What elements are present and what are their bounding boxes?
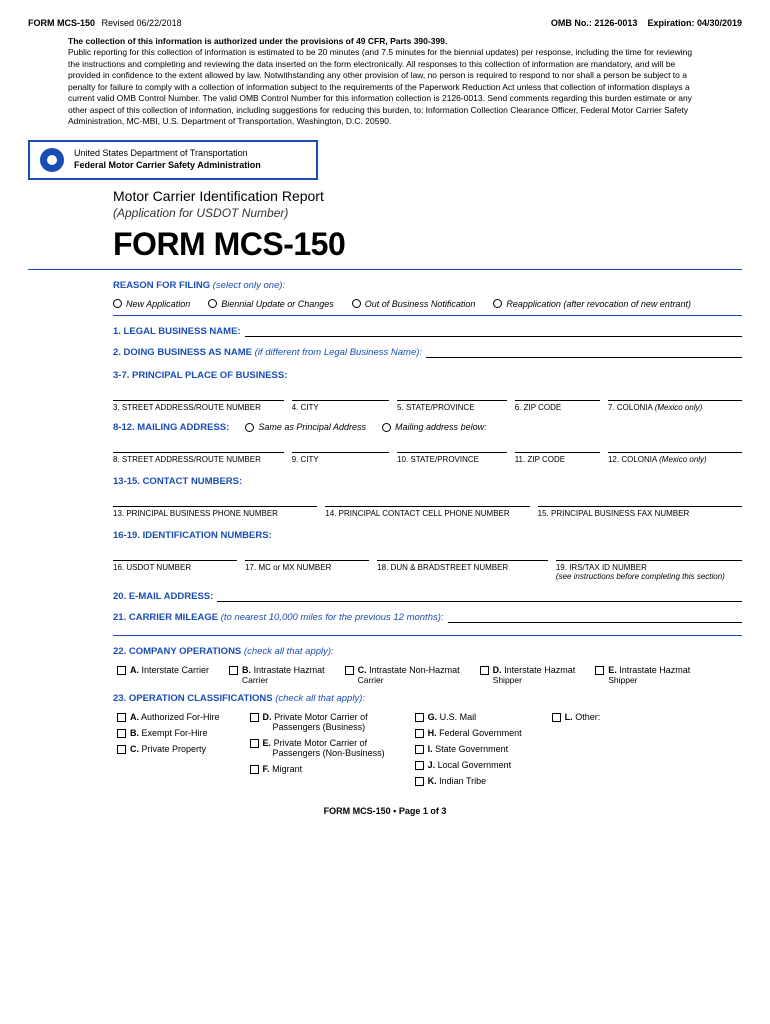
check-us-mail[interactable]: G. U.S. Mail (415, 712, 522, 722)
header-bar: FORM MCS-150 Revised 06/22/2018 OMB No.:… (28, 18, 742, 28)
divider (113, 315, 742, 316)
page-footer: FORM MCS-150 • Page 1 of 3 (28, 806, 742, 824)
state-input[interactable] (397, 387, 507, 401)
header-left: FORM MCS-150 Revised 06/22/2018 (28, 18, 182, 28)
mail-street-input[interactable] (113, 439, 284, 453)
mail-colonia-input[interactable] (608, 439, 742, 453)
title-subtitle: (Application for USDOT Number) (113, 206, 742, 220)
department-box: United States Department of Transportati… (28, 140, 318, 180)
check-exempt-forhire[interactable]: B. Exempt For-Hire (117, 728, 220, 738)
dba-input[interactable] (426, 348, 742, 358)
check-interstate-hazmat-shipper[interactable]: D. Interstate HazmatShipper (480, 665, 576, 685)
dba-label: 2. DOING BUSINESS AS NAME (if different … (113, 347, 422, 358)
check-intrastate-nonhazmat-carrier[interactable]: C. Intrastate Non-HazmatCarrier (345, 665, 460, 685)
reason-section: REASON FOR FILING (select only one): New… (113, 280, 742, 309)
radio-out-of-business[interactable]: Out of Business Notification (352, 299, 476, 309)
divider (113, 635, 742, 636)
principal-place-label: 3-7. PRINCIPAL PLACE OF BUSINESS: (113, 370, 287, 381)
email-input[interactable] (217, 592, 742, 602)
phone-input[interactable] (113, 493, 317, 507)
form-content: REASON FOR FILING (select only one): New… (113, 280, 742, 786)
check-private-passengers-nonbusiness[interactable]: E. Private Motor Carrier of Passengers (… (250, 738, 385, 758)
op-class-grid: A. Authorized For-Hire B. Exempt For-Hir… (117, 712, 742, 786)
company-ops-label: 22. COMPANY OPERATIONS (check all that a… (113, 646, 334, 657)
check-authorized-forhire[interactable]: A. Authorized For-Hire (117, 712, 220, 722)
form-id: FORM MCS-150 (28, 18, 95, 28)
principal-place-section: 3-7. PRINCIPAL PLACE OF BUSINESS: 3. STR… (113, 370, 742, 412)
op-class-label: 23. OPERATION CLASSIFICATIONS (check all… (113, 693, 365, 704)
check-local-gov[interactable]: J. Local Government (415, 760, 522, 770)
paperwork-notice: The collection of this information is au… (68, 36, 702, 128)
colonia-input[interactable] (608, 387, 742, 401)
check-interstate-carrier[interactable]: A. Interstate Carrier (117, 665, 209, 685)
legal-business-name-label: 1. LEGAL BUSINESS NAME: (113, 326, 241, 337)
dot-logo-icon (40, 148, 64, 172)
title-small: Motor Carrier Identification Report (113, 188, 742, 204)
mc-input[interactable] (245, 547, 369, 561)
check-private-property[interactable]: C. Private Property (117, 744, 220, 754)
legal-business-name-input[interactable] (245, 327, 742, 337)
email-row: 20. E-MAIL ADDRESS: (113, 591, 742, 602)
department-text: United States Department of Transportati… (74, 148, 261, 171)
mail-city-input[interactable] (292, 439, 389, 453)
mileage-label: 21. CARRIER MILEAGE (to nearest 10,000 m… (113, 612, 444, 623)
check-state-gov[interactable]: I. State Government (415, 744, 522, 754)
usdot-input[interactable] (113, 547, 237, 561)
company-ops-checks: A. Interstate Carrier B. Intrastate Hazm… (117, 665, 742, 685)
op-col-2: D. Private Motor Carrier of Passengers (… (250, 712, 385, 786)
contact-numbers-section: 13-15. CONTACT NUMBERS: 13. PRINCIPAL BU… (113, 476, 742, 518)
contact-label: 13-15. CONTACT NUMBERS: (113, 476, 242, 487)
title-main: FORM MCS-150 (113, 226, 742, 263)
legal-business-name-row: 1. LEGAL BUSINESS NAME: (113, 326, 742, 337)
mailing-label: 8-12. MAILING ADDRESS: (113, 422, 229, 433)
op-col-3: G. U.S. Mail H. Federal Government I. St… (415, 712, 522, 786)
irs-input[interactable] (556, 547, 742, 561)
dba-row: 2. DOING BUSINESS AS NAME (if different … (113, 347, 742, 358)
notice-body: Public reporting for this collection of … (68, 47, 692, 126)
reason-label: REASON FOR FILING (select only one): (113, 280, 285, 291)
expiration: Expiration: 04/30/2019 (647, 18, 742, 28)
operation-classifications-section: 23. OPERATION CLASSIFICATIONS (check all… (113, 693, 742, 786)
fax-input[interactable] (538, 493, 742, 507)
identification-section: 16-19. IDENTIFICATION NUMBERS: 16. USDOT… (113, 530, 742, 581)
dept-line2: Federal Motor Carrier Safety Administrat… (74, 160, 261, 172)
radio-new-application[interactable]: New Application (113, 299, 190, 309)
dun-input[interactable] (377, 547, 548, 561)
check-migrant[interactable]: F. Migrant (250, 764, 385, 774)
mileage-input[interactable] (448, 613, 742, 623)
radio-mailing-below[interactable]: Mailing address below: (382, 422, 487, 432)
header-right: OMB No.: 2126-0013 Expiration: 04/30/201… (551, 18, 742, 28)
check-other[interactable]: L. Other: (552, 712, 601, 722)
divider (28, 269, 742, 270)
notice-heading: The collection of this information is au… (68, 36, 447, 46)
op-col-4: L. Other: (552, 712, 601, 786)
dept-line1: United States Department of Transportati… (74, 148, 261, 160)
zip-input[interactable] (515, 387, 600, 401)
city-input[interactable] (292, 387, 389, 401)
check-intrastate-hazmat-shipper[interactable]: E. Intrastate HazmatShipper (595, 665, 690, 685)
mail-zip-input[interactable] (515, 439, 600, 453)
check-indian-tribe[interactable]: K. Indian Tribe (415, 776, 522, 786)
identification-label: 16-19. IDENTIFICATION NUMBERS: (113, 530, 272, 541)
check-intrastate-hazmat-carrier[interactable]: B. Intrastate HazmatCarrier (229, 665, 325, 685)
op-col-1: A. Authorized For-Hire B. Exempt For-Hir… (117, 712, 220, 786)
street-input[interactable] (113, 387, 284, 401)
radio-reapplication[interactable]: Reapplication (after revocation of new e… (493, 299, 691, 309)
form-page: FORM MCS-150 Revised 06/22/2018 OMB No.:… (0, 0, 770, 834)
check-private-passengers-business[interactable]: D. Private Motor Carrier of Passengers (… (250, 712, 385, 732)
mailing-address-section: 8-12. MAILING ADDRESS: Same as Principal… (113, 422, 742, 433)
reason-options: New Application Biennial Update or Chang… (113, 299, 742, 309)
radio-biennial-update[interactable]: Biennial Update or Changes (208, 299, 334, 309)
mileage-row: 21. CARRIER MILEAGE (to nearest 10,000 m… (113, 612, 742, 623)
cell-input[interactable] (325, 493, 529, 507)
email-label: 20. E-MAIL ADDRESS: (113, 591, 213, 602)
revised-date: Revised 06/22/2018 (102, 18, 182, 28)
company-operations-section: 22. COMPANY OPERATIONS (check all that a… (113, 646, 742, 685)
title-block: Motor Carrier Identification Report (App… (113, 188, 742, 263)
omb-number: OMB No.: 2126-0013 (551, 18, 638, 28)
mail-state-input[interactable] (397, 439, 507, 453)
radio-same-address[interactable]: Same as Principal Address (245, 422, 366, 432)
check-federal-gov[interactable]: H. Federal Government (415, 728, 522, 738)
